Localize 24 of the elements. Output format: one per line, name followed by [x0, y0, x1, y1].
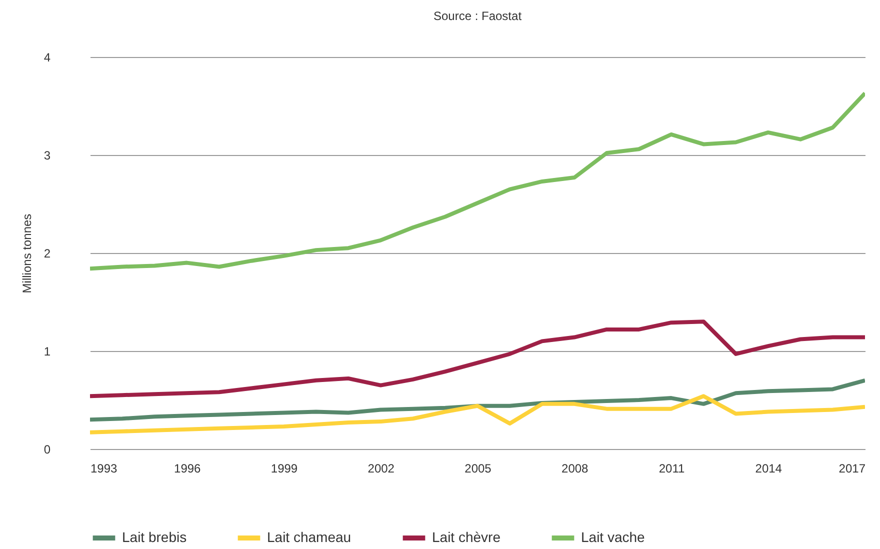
line-series: [90, 320, 865, 398]
line-series: [90, 378, 865, 422]
y-tick-label: 2: [44, 246, 51, 260]
source-note: Source : Faostat: [433, 9, 522, 23]
y-tick-label: 4: [44, 50, 51, 64]
line-series: [90, 91, 865, 271]
y-tick-label: 1: [44, 344, 51, 358]
y-tick-label: 0: [44, 442, 51, 456]
x-tick-label: 2014: [755, 462, 782, 476]
legend-label: Lait vache: [581, 529, 646, 545]
x-tick-label: 1993: [90, 462, 118, 476]
x-tick-label: 2008: [562, 462, 589, 476]
legend-label: Lait chèvre: [432, 529, 501, 545]
legend-label: Lait brebis: [122, 529, 187, 545]
x-tick-label: 2017: [838, 462, 866, 476]
y-axis-title: Millions tonnes: [20, 214, 34, 294]
x-tick-label: 1996: [174, 462, 202, 476]
x-tick-label: 2002: [368, 462, 395, 476]
x-tick-label: 2011: [658, 462, 685, 476]
x-tick-label: 1999: [270, 462, 298, 476]
legend-label: Lait chameau: [267, 529, 352, 545]
y-tick-label: 3: [44, 148, 51, 162]
x-tick-label: 2005: [464, 462, 492, 476]
line-series: [90, 394, 865, 434]
